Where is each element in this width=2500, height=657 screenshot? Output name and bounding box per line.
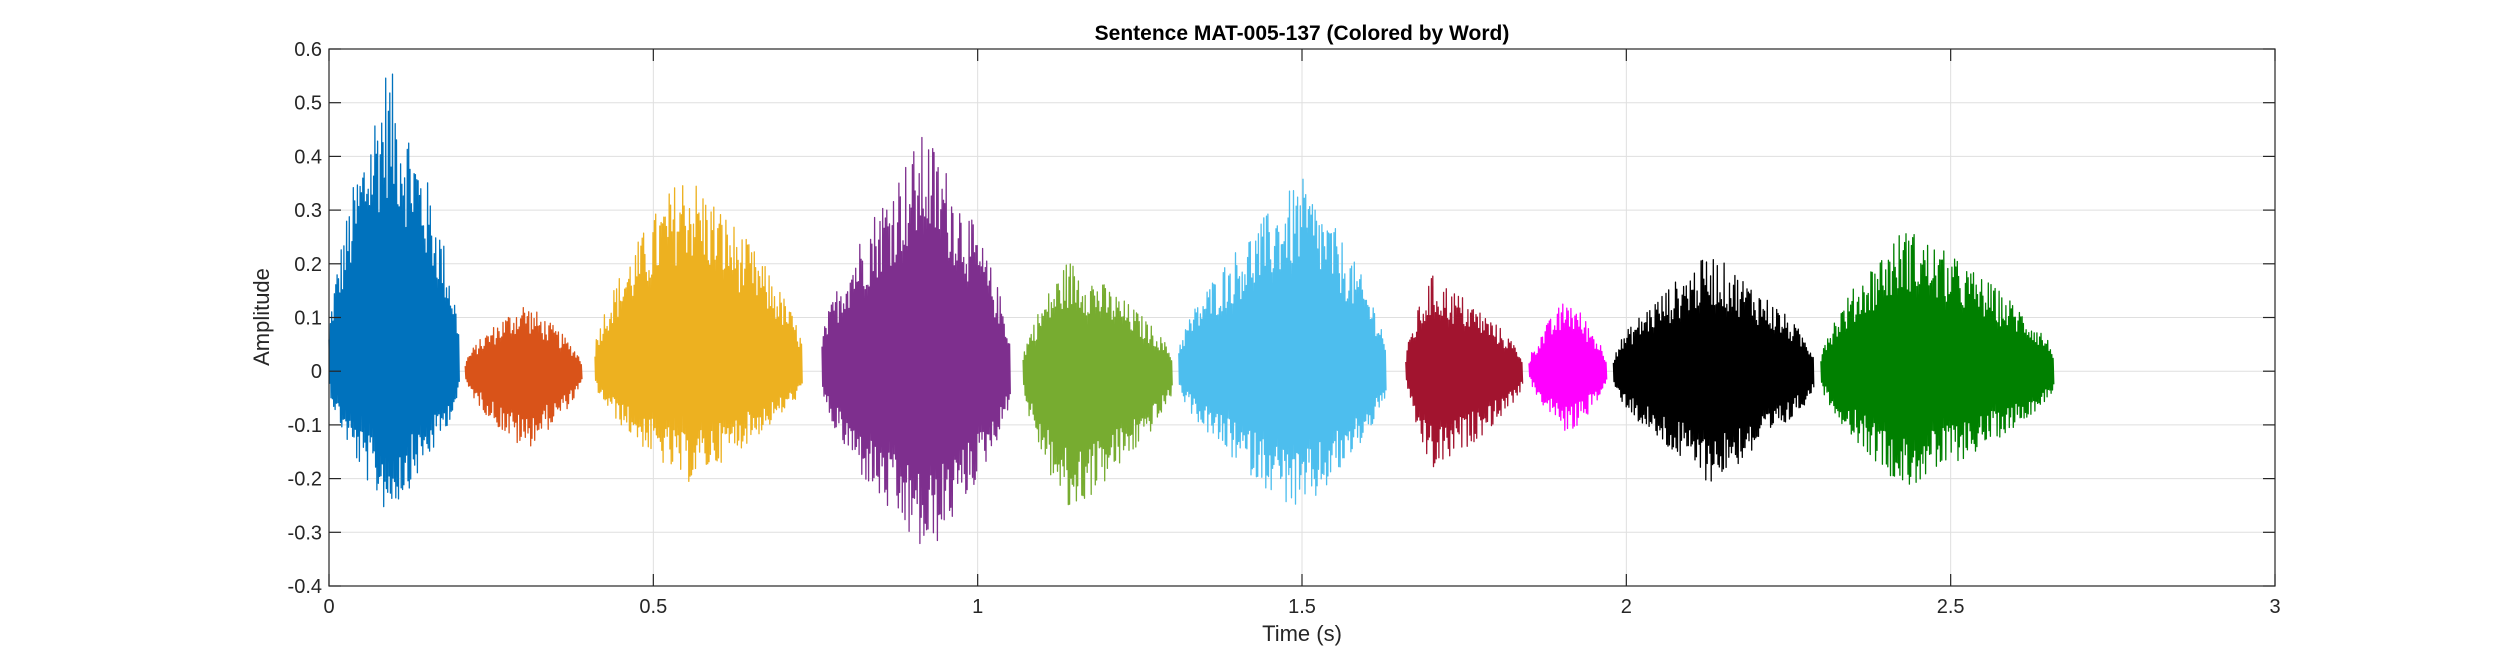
chart-title: Sentence MAT-005-137 (Colored by Word) <box>1095 22 1510 45</box>
x-tick-label: 2 <box>1621 596 1632 618</box>
x-tick-label: 0 <box>323 596 334 618</box>
waveform-word-10 <box>1820 233 2055 485</box>
y-axis-label: Amplitude <box>249 268 274 366</box>
waveform-word-4 <box>821 136 1011 545</box>
waveform-series <box>328 73 2055 545</box>
waveform-word-6 <box>1178 178 1387 505</box>
waveform-word-7 <box>1405 275 1524 468</box>
x-tick-label: 2.5 <box>1937 596 1965 618</box>
x-tick-label: 3 <box>2269 596 2280 618</box>
y-tick-label: 0.4 <box>294 146 322 168</box>
y-tick-label: -0.2 <box>288 469 322 491</box>
y-tick-label: -0.4 <box>288 576 322 598</box>
y-tick-label: 0.1 <box>294 308 322 330</box>
y-tick-label: 0 <box>311 361 322 383</box>
y-tick-label: 0.3 <box>294 200 322 222</box>
waveform-word-8 <box>1528 303 1608 431</box>
waveform-word-1 <box>328 73 460 508</box>
waveform-word-5 <box>1022 263 1173 506</box>
x-axis-label: Time (s) <box>1262 621 1342 646</box>
axes <box>328 48 2276 587</box>
x-tick-label: 1 <box>972 596 983 618</box>
y-tick-label: 0.2 <box>294 254 322 276</box>
x-tick-label: 1.5 <box>1288 596 1316 618</box>
y-tick-label: -0.3 <box>288 522 322 544</box>
x-tick-label: 0.5 <box>639 596 667 618</box>
y-tick-label: -0.1 <box>288 415 322 437</box>
waveform-word-9 <box>1612 259 1815 482</box>
tick-labels: 0 0.5 1 1.5 2 2.5 3 -0.4 -0.3 -0.2 -0.1 0 0.1 0.2 0.3 0… <box>288 39 2281 618</box>
waveform-word-3 <box>594 185 803 483</box>
waveform-word-2 <box>464 306 583 447</box>
y-tick-label: 0.6 <box>294 39 322 61</box>
y-tick-label: 0.5 <box>294 93 322 115</box>
